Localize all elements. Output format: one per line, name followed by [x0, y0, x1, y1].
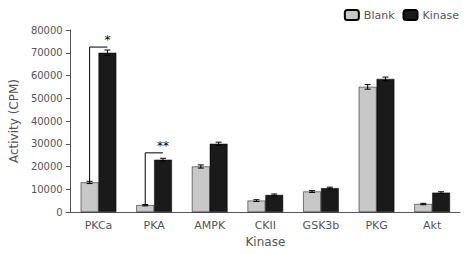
- svg-text:70000: 70000: [31, 47, 63, 58]
- svg-text:PKA: PKA: [144, 219, 166, 232]
- svg-text:Akt: Akt: [423, 219, 442, 232]
- svg-text:Activity (CPM): Activity (CPM): [7, 79, 21, 163]
- svg-text:80000: 80000: [31, 25, 63, 36]
- svg-text:PKCa: PKCa: [85, 219, 113, 232]
- svg-text:20000: 20000: [31, 161, 63, 172]
- svg-text:CKII: CKII: [255, 219, 276, 232]
- svg-text:Kinase: Kinase: [423, 9, 460, 22]
- svg-text:Kinase: Kinase: [245, 235, 285, 249]
- svg-text:Blank: Blank: [364, 9, 395, 22]
- svg-text:50000: 50000: [31, 93, 63, 104]
- svg-text:**: **: [157, 139, 169, 153]
- svg-text:10000: 10000: [31, 184, 63, 195]
- svg-text:AMPK: AMPK: [194, 219, 226, 232]
- svg-text:PKG: PKG: [365, 219, 387, 232]
- svg-text:*: *: [104, 33, 110, 47]
- svg-text:0: 0: [56, 207, 62, 218]
- svg-text:30000: 30000: [31, 138, 63, 149]
- svg-text:60000: 60000: [31, 70, 63, 81]
- svg-text:40000: 40000: [31, 116, 63, 127]
- svg-text:GSK3b: GSK3b: [303, 219, 340, 232]
